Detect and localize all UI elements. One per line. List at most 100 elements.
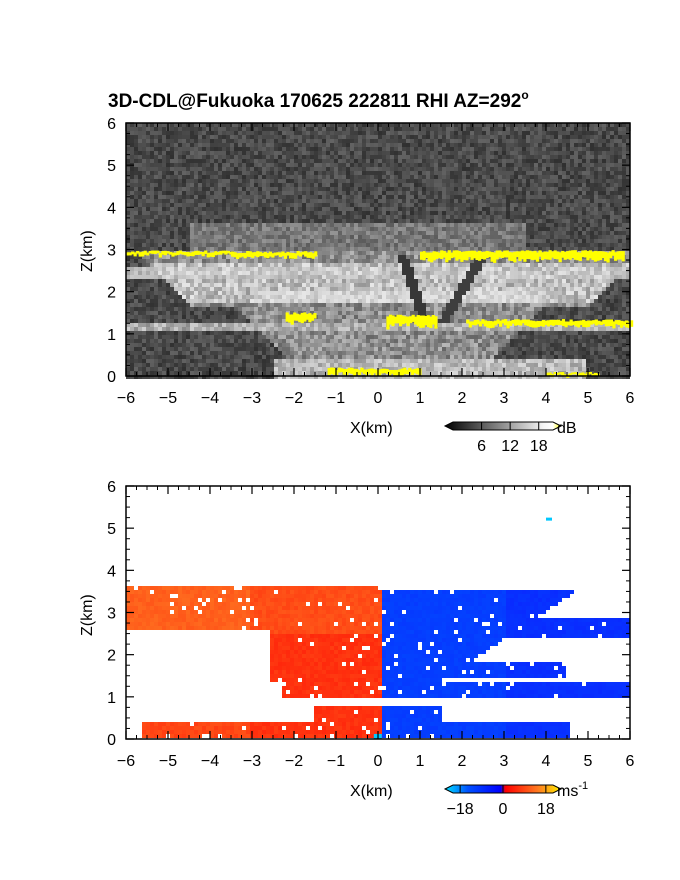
bright-layer (141, 251, 145, 257)
bright-layer (535, 252, 540, 262)
layer (413, 369, 417, 374)
layer (536, 320, 540, 327)
colorbar-tick-label: 0 (499, 801, 508, 818)
layer (531, 320, 535, 328)
bright-layer (224, 250, 228, 255)
bright-layer (238, 252, 242, 258)
figure-title: 3D-CDL@Fukuoka 170625 222811 RHI AZ=292o (108, 88, 529, 112)
bright-layer (263, 251, 267, 258)
x-tick-label: −2 (285, 753, 303, 770)
bright-layer (450, 252, 454, 259)
colorbar-unit: dB (557, 420, 577, 437)
bright-layer (475, 251, 479, 261)
bright-layer (171, 252, 175, 257)
layer (607, 319, 611, 327)
bright-layer (146, 252, 150, 256)
bright-layer (206, 252, 210, 258)
layer (408, 367, 412, 372)
y-tick-label: 5 (107, 158, 116, 175)
layer (380, 368, 384, 374)
layer (558, 372, 562, 375)
layer (579, 320, 583, 326)
x-tick-label: −5 (159, 753, 177, 770)
layer (310, 314, 314, 321)
y-tick-label: 4 (107, 563, 116, 580)
bright-layer (422, 251, 426, 261)
layer (409, 316, 413, 324)
layer (483, 320, 488, 327)
bright-layer (546, 251, 550, 260)
bright-layer (258, 251, 262, 257)
layer (619, 320, 624, 328)
layer (511, 319, 515, 324)
bright-layer (229, 251, 233, 255)
layer (569, 319, 573, 326)
layer (506, 321, 510, 329)
x-tick-label: −2 (285, 390, 303, 407)
x-tick-label: 4 (542, 390, 551, 407)
layer (524, 319, 528, 326)
bright-layer (485, 250, 489, 258)
bright-layer (261, 252, 265, 257)
layer (406, 316, 410, 327)
bright-layer (148, 250, 152, 254)
layer (516, 319, 520, 326)
bright-layer (153, 250, 157, 254)
bright-layer (420, 251, 424, 260)
bright-layer (452, 250, 456, 258)
layer (539, 321, 543, 326)
layer (571, 372, 575, 375)
layer (360, 367, 364, 373)
layer (468, 321, 472, 328)
bright-layer (437, 252, 441, 258)
bright-layer (156, 250, 160, 254)
bright-layer (166, 251, 170, 254)
layer (466, 319, 470, 324)
layer (290, 314, 294, 325)
bright-layer (563, 251, 567, 260)
layer (396, 314, 400, 324)
bright-layer (551, 251, 555, 258)
layer (521, 319, 525, 324)
bright-layer (186, 251, 190, 257)
colorbar-tick-label: 12 (501, 438, 519, 455)
bright-layer (427, 252, 431, 262)
bright-layer (543, 251, 547, 260)
layer (564, 321, 568, 328)
layer (561, 372, 565, 376)
layer (556, 372, 560, 375)
layer (573, 372, 577, 375)
bright-layer (621, 251, 625, 262)
layer (419, 315, 423, 328)
bright-layer (199, 251, 203, 255)
bright-layer (294, 253, 298, 259)
bright-layer (556, 251, 560, 260)
bright-layer (266, 252, 270, 259)
bright-layer (183, 251, 188, 256)
layer (342, 369, 346, 375)
layer (614, 320, 619, 325)
bright-layer (301, 251, 305, 255)
layer (388, 314, 393, 325)
bright-layer (510, 252, 514, 262)
bright-layer (500, 251, 504, 259)
layer (473, 320, 477, 326)
layer (476, 319, 480, 325)
layer (386, 316, 390, 330)
bright-layer (538, 250, 542, 257)
bright-layer (189, 252, 193, 257)
y-tick-label: 0 (107, 732, 116, 749)
bright-layer (548, 250, 552, 260)
layer (393, 369, 397, 377)
bright-layer (299, 252, 303, 257)
bright-layer (515, 251, 519, 258)
bright-layer (465, 251, 469, 261)
layer (424, 315, 428, 326)
bright-layer (435, 251, 439, 259)
bright-layer (588, 250, 593, 259)
x-tick-label: −1 (327, 753, 345, 770)
x-tick-label: 2 (458, 753, 467, 770)
layer (599, 321, 603, 326)
bright-layer (586, 251, 590, 261)
layer (357, 369, 362, 376)
